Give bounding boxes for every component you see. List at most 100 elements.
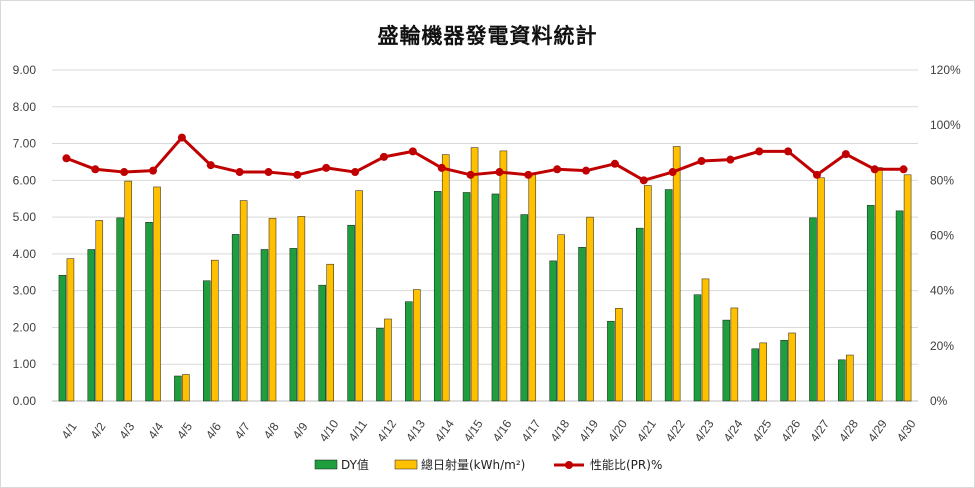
bar-dy (636, 227, 644, 402)
bar-dy (87, 249, 96, 402)
bar-radiation (66, 258, 75, 402)
pr-point (899, 165, 908, 174)
y-right-tick-label: 120% (930, 63, 961, 77)
x-tick-label: 4/20 (605, 417, 630, 444)
bar-radiation (817, 177, 825, 402)
x-tick-label: 4/25 (750, 417, 775, 444)
bar-dy (347, 224, 355, 402)
bar-dy (693, 294, 702, 402)
x-tick-label: 4/19 (576, 417, 601, 444)
y-right-tick-label: 40% (930, 284, 954, 298)
y-left-tick-label: 5.00 (13, 210, 37, 224)
bar-dy (491, 193, 500, 402)
bar-radiation (672, 146, 681, 402)
bar-radiation (384, 318, 392, 402)
bar-dy (520, 214, 529, 402)
bar-radiation (413, 289, 421, 402)
pr-point (495, 168, 504, 177)
x-tick-label: 4/18 (547, 417, 572, 444)
x-tick-label: 4/5 (174, 420, 195, 442)
x-tick-label: 4/21 (634, 417, 659, 444)
x-tick-label: 4/10 (317, 417, 342, 444)
y-right-tick-label: 80% (930, 173, 954, 187)
pr-point (784, 147, 793, 156)
x-tick-label: 4/17 (519, 417, 544, 444)
bar-radiation (211, 259, 219, 402)
pr-point (524, 170, 533, 179)
bars-group (58, 146, 912, 402)
x-tick-label: 4/28 (836, 417, 861, 444)
x-tick-label: 4/7 (232, 420, 253, 442)
pr-point (437, 163, 446, 172)
pr-point (870, 165, 879, 174)
x-tick-label: 4/9 (290, 420, 311, 442)
x-tick-label: 4/2 (88, 420, 109, 442)
legend-swatch-radiation (394, 459, 418, 470)
chart-title: 盛輪機器發電資料統計 (377, 24, 598, 48)
pr-point (610, 159, 619, 168)
pr-line (65, 136, 904, 182)
bar-dy (145, 222, 153, 402)
y-left-tick-label: 2.00 (13, 320, 37, 334)
x-tick-label: 4/29 (865, 417, 890, 444)
bar-dy (578, 247, 586, 402)
y-right-tick-label: 0% (930, 394, 948, 408)
legend-label-radiation: 總日射量(kWh/m²) (421, 457, 525, 472)
bar-dy (174, 375, 182, 402)
x-tick-label: 4/6 (203, 420, 224, 442)
pr-point (91, 165, 100, 174)
bar-dy (376, 327, 384, 402)
pr-point (755, 147, 764, 156)
pr-point (149, 166, 158, 175)
x-tick-label: 4/26 (778, 417, 803, 444)
pr-point (120, 168, 129, 177)
y-left-tick-label: 4.00 (13, 247, 37, 261)
bar-radiation (470, 147, 479, 402)
bar-dy (289, 248, 298, 402)
pr-line-group (62, 133, 908, 185)
x-tick-label: 4/15 (461, 417, 486, 444)
legend-swatch-dy (314, 459, 338, 470)
x-tick-label: 4/8 (261, 420, 282, 442)
pr-point (553, 165, 562, 174)
bar-radiation (124, 180, 132, 402)
y-left-tick-label: 9.00 (13, 63, 37, 77)
bar-radiation (153, 186, 161, 402)
pr-point (841, 150, 850, 159)
pr-point (726, 155, 735, 164)
y-right-tick-label: 60% (930, 229, 954, 243)
pr-point (379, 152, 388, 161)
pr-point (206, 161, 215, 170)
bar-radiation (903, 174, 912, 402)
bar-dy (462, 192, 471, 402)
bar-radiation (268, 217, 277, 402)
bar-radiation (557, 234, 565, 402)
x-tick-label: 4/23 (692, 417, 717, 444)
bar-dy (318, 284, 326, 402)
x-tick-label: 4/24 (721, 417, 746, 444)
bar-radiation (586, 216, 594, 402)
legend-marker-pr (565, 461, 573, 469)
bar-dy (722, 319, 731, 402)
bar-dy (116, 217, 124, 402)
bar-radiation (95, 220, 104, 402)
bar-dy (405, 301, 413, 402)
bar-radiation (499, 150, 508, 402)
x-tick-label: 4/3 (116, 420, 137, 442)
x-tick-label: 4/13 (403, 417, 428, 444)
bar-dy (203, 280, 211, 402)
bar-dy (664, 189, 673, 402)
bar-radiation (730, 307, 739, 402)
y-right-tick-label: 100% (930, 118, 961, 132)
bar-dy (260, 249, 269, 402)
pr-point (582, 166, 591, 175)
pr-point (812, 170, 821, 179)
y-left-tick-label: 3.00 (13, 284, 37, 298)
bar-dy (433, 191, 442, 402)
y-left-tick-label: 8.00 (13, 100, 37, 114)
bar-dy (607, 320, 615, 402)
bar-radiation (701, 278, 710, 402)
bar-radiation (239, 200, 248, 402)
bar-dy (780, 340, 788, 402)
legend-label-pr: 性能比(PR)% (590, 458, 662, 472)
